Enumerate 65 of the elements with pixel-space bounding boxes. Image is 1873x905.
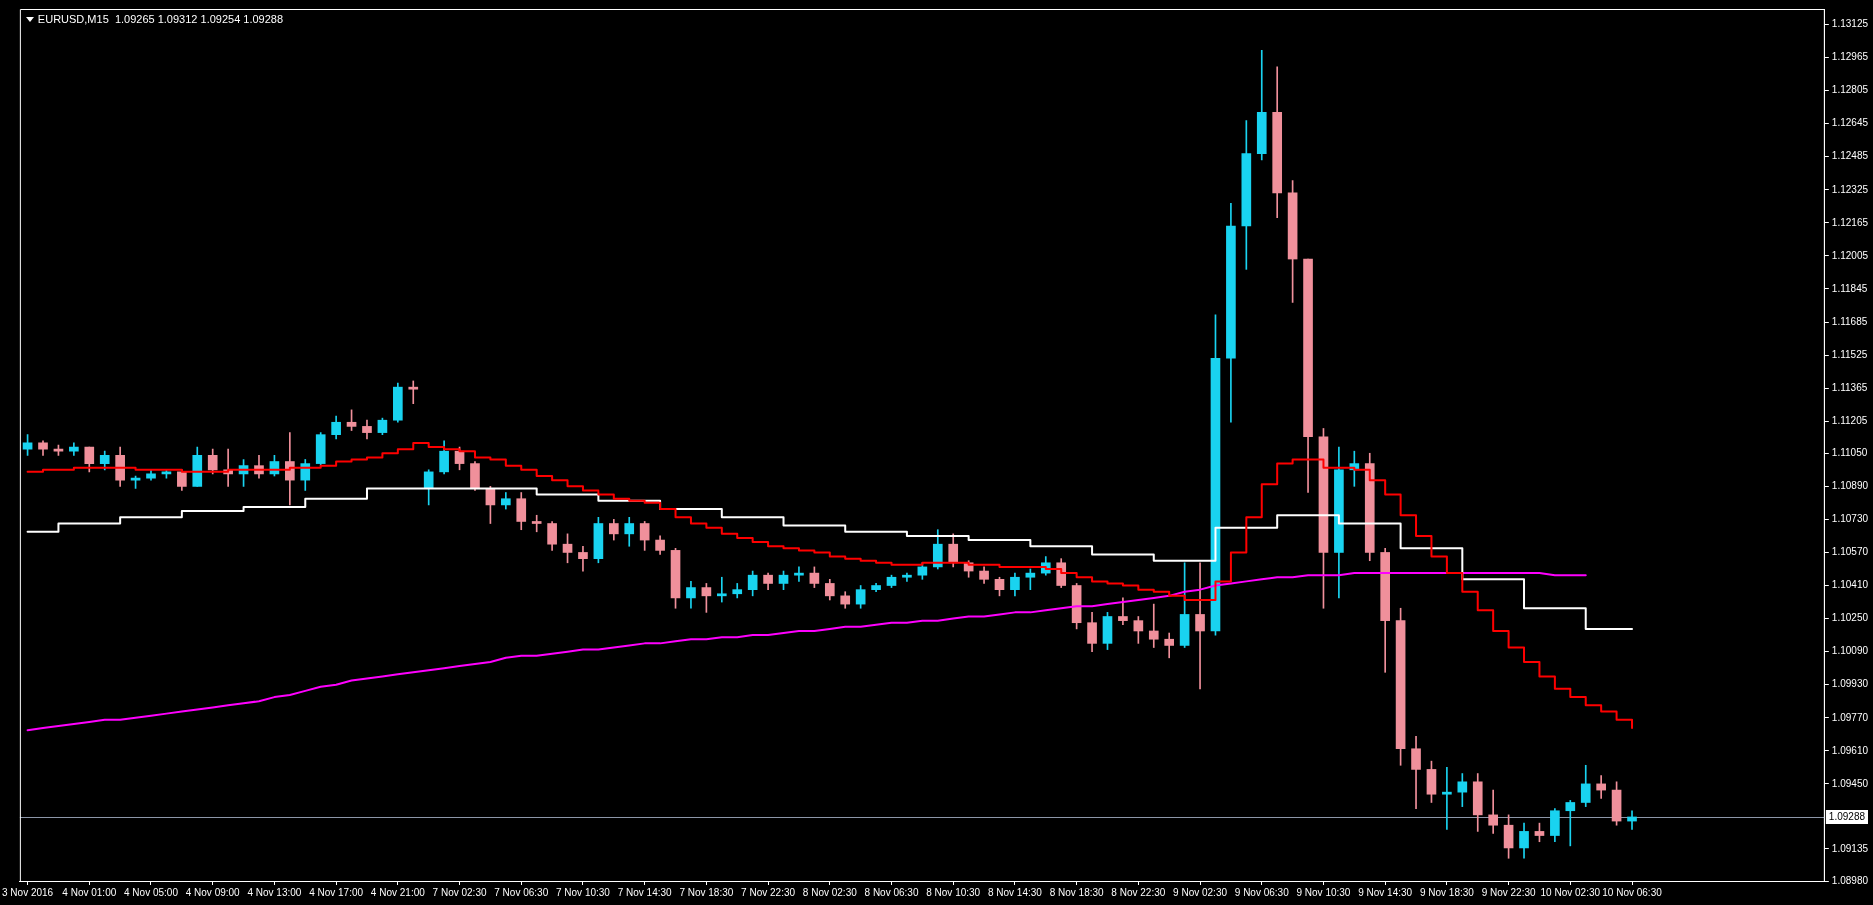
x-tick-label: 7 Nov 22:30	[741, 886, 796, 898]
x-tick-label: 9 Nov 10:30	[1296, 886, 1351, 898]
y-tick-label: 1.11365	[1831, 381, 1868, 393]
y-tick-label: 1.10730	[1831, 513, 1869, 525]
x-tick-label: 8 Nov 06:30	[864, 886, 919, 898]
x-tick-label: 8 Nov 18:30	[1049, 886, 1105, 898]
x-tick-label: 9 Nov 18:30	[1419, 886, 1475, 898]
y-tick-label: 1.11525	[1831, 348, 1868, 360]
candlestick	[1596, 775, 1606, 799]
y-tick-label: 1.09450	[1831, 777, 1869, 789]
y-tick-label: 1.11205	[1831, 414, 1868, 426]
x-tick-label: 4 Nov 05:00	[124, 886, 179, 898]
x-tick-label: 8 Nov 10:30	[926, 886, 981, 898]
x-tick-label: 7 Nov 14:30	[617, 886, 673, 898]
candlestick	[531, 514, 542, 533]
y-tick-label: 1.10250	[1831, 612, 1869, 624]
y-tick-label: 1.10090	[1831, 645, 1869, 657]
x-tick-label: 4 Nov 21:00	[370, 886, 426, 898]
x-tick-label: 9 Nov 22:30	[1481, 886, 1536, 898]
y-tick-label: 1.10410	[1831, 579, 1869, 591]
x-tick-label: 9 Nov 02:30	[1173, 886, 1228, 898]
x-tick-label: 9 Nov 14:30	[1358, 886, 1413, 898]
x-tick-label: 7 Nov 02:30	[432, 886, 487, 898]
y-tick-label: 1.08980	[1831, 874, 1869, 886]
x-tick-label: 4 Nov 17:00	[309, 886, 364, 898]
candlestick	[1148, 603, 1159, 648]
candlestick	[1488, 789, 1498, 834]
x-tick-label: 10 Nov 06:30	[1602, 886, 1663, 898]
y-tick-label: 1.09135	[1831, 842, 1869, 854]
x-tick-label: 4 Nov 09:00	[185, 886, 241, 898]
candlestick	[1565, 800, 1576, 847]
y-tick-label: 1.12485	[1831, 150, 1869, 162]
y-tick-label: 1.10570	[1831, 546, 1869, 558]
y-tick-label: 1.13125	[1831, 18, 1869, 30]
x-tick-label: 8 Nov 02:30	[802, 886, 858, 898]
x-tick-label: 4 Nov 13:00	[247, 886, 302, 898]
y-tick-label: 1.11685	[1831, 315, 1868, 327]
x-tick-label: 3 Nov 2016	[2, 886, 54, 898]
candlestick	[1195, 562, 1205, 690]
candlestick	[408, 380, 419, 404]
x-tick-label: 9 Nov 06:30	[1234, 886, 1290, 898]
x-tick-label: 7 Nov 18:30	[679, 886, 734, 898]
y-tick-label: 1.11845	[1831, 282, 1868, 294]
y-tick-label: 1.12805	[1831, 84, 1869, 96]
ref-line-label: 1.09288	[1828, 811, 1866, 823]
candlestick	[794, 566, 804, 582]
y-tick-label: 1.12965	[1831, 51, 1869, 63]
x-tick-label: 10 Nov 02:30	[1540, 886, 1601, 898]
x-tick-label: 7 Nov 06:30	[494, 886, 549, 898]
x-tick-label: 7 Nov 10:30	[555, 886, 611, 898]
candlestick	[716, 576, 727, 603]
y-tick-label: 1.09930	[1831, 678, 1869, 690]
x-tick-label: 8 Nov 14:30	[987, 886, 1043, 898]
x-tick-label: 8 Nov 22:30	[1111, 886, 1166, 898]
y-tick-label: 1.12325	[1831, 183, 1869, 195]
y-tick-label: 1.12005	[1831, 249, 1869, 261]
y-tick-label: 1.09610	[1831, 744, 1869, 756]
y-tick-label: 1.12645	[1831, 117, 1869, 129]
x-tick-label: 4 Nov 01:00	[62, 886, 117, 898]
y-tick-label: 1.09770	[1831, 711, 1869, 723]
chart-title: EURUSD,M15 1.09265 1.09312 1.09254 1.09288	[37, 13, 284, 26]
y-tick-label: 1.12165	[1831, 216, 1869, 228]
candlestick	[1442, 767, 1452, 830]
y-tick-label: 1.11050	[1831, 447, 1868, 459]
y-tick-label: 1.10890	[1831, 480, 1869, 492]
